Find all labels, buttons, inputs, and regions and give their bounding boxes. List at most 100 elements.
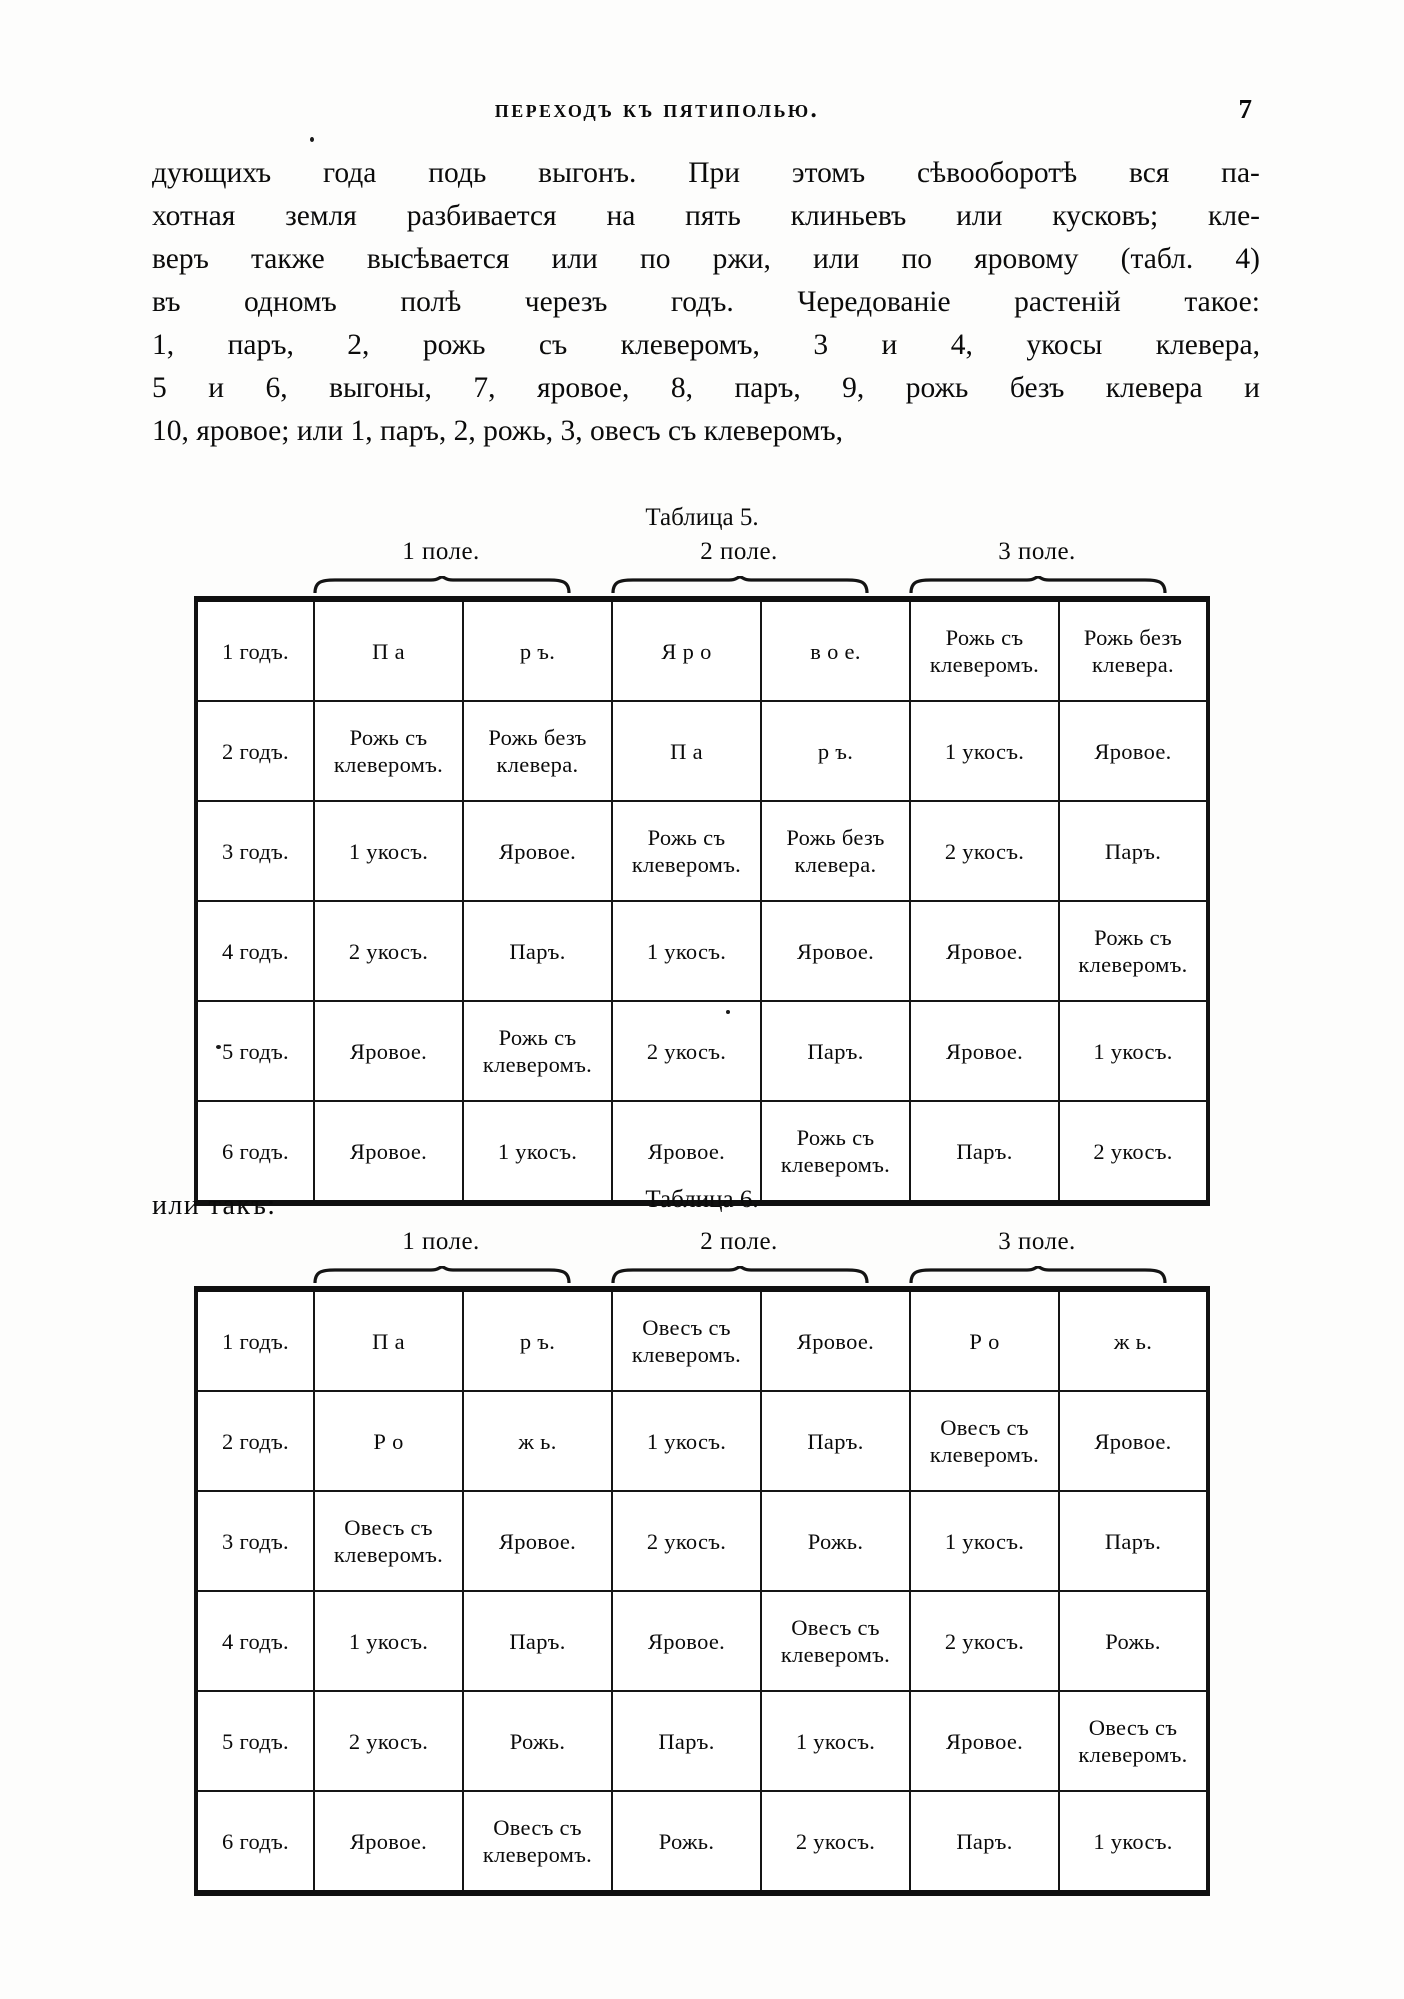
crop-cell: р ъ. [760, 700, 911, 802]
running-head-title: Переходъ къ пятиполью. [494, 96, 820, 123]
crop-cell: Яровое. [462, 800, 613, 902]
crop-cell: р ъ. [462, 1286, 613, 1392]
table-6-caption-row: или такъ: Таблица 6. [0, 1186, 1404, 1221]
crop-cell: Яровое. [1058, 700, 1210, 802]
crop-cell: П а [313, 1286, 464, 1392]
crop-cell: Овесъ съ клеверомъ. [1058, 1690, 1210, 1792]
crop-cell: Паръ. [462, 1590, 613, 1692]
body-line: 5 и 6, выгоны, 7, яровое, 8, паръ, 9, рожь безъ кле… [152, 372, 1260, 404]
crop-cell: Рожь. [611, 1790, 762, 1896]
crop-cell: Яровое. [611, 1590, 762, 1692]
crop-cell: 1 укосъ. [611, 900, 762, 1002]
scan-speck [310, 137, 314, 142]
body-line: хотная земля разбивается на пять клиньевъ или к… [152, 200, 1260, 232]
table-row: 2 годъ. Рожь съ клеверомъ. Рожь безъ кле… [194, 700, 1210, 802]
crop-cell: Рожь съ клеверомъ. [760, 1100, 911, 1206]
crop-cell: ж ь. [1058, 1286, 1210, 1392]
scan-speck [216, 1045, 221, 1049]
row-year-label: 2 годъ. [194, 1390, 315, 1492]
crop-cell: 2 укосъ. [611, 1000, 762, 1102]
crop-cell: Паръ. [1058, 1490, 1210, 1592]
table-row: 4 годъ. 2 укосъ. Паръ. 1 укосъ. Яровое. … [194, 900, 1210, 1002]
table-5-caption: Таблица 5. [645, 504, 759, 531]
crop-cell: Яровое. [462, 1490, 613, 1592]
crop-cell: Яровое. [313, 1790, 464, 1896]
body-line: дующихъ года подь выгонъ. При этомъ сѣвооборот… [152, 157, 1260, 189]
crop-cell: Р о [909, 1286, 1060, 1392]
crop-cell: Рожь безъ клевера. [760, 800, 911, 902]
crop-cell: 2 укосъ. [611, 1490, 762, 1592]
crop-cell: ж ь. [462, 1390, 613, 1492]
crop-cell: Паръ. [1058, 800, 1210, 902]
crop-cell: Рожь съ клеверомъ. [611, 800, 762, 902]
row-year-label: 2 годъ. [194, 700, 315, 802]
table-5-field-headers: 1 поле. 2 поле. 3 поле. [195, 538, 1209, 574]
crop-cell: 1 укосъ. [611, 1390, 762, 1492]
table-row: 1 годъ. П а р ъ. Овесъ съ клеверомъ. Яро… [194, 1286, 1210, 1392]
crop-cell: Яровое. [760, 900, 911, 1002]
table-row: 3 годъ. 1 укосъ. Яровое. Рожь съ клеверо… [194, 800, 1210, 902]
field-header-1: 1 поле. [402, 1228, 480, 1255]
table-6-brace-row [195, 1264, 1209, 1286]
table-5-brace-row [195, 574, 1209, 596]
crop-cell: Овесъ съ клеверомъ. [313, 1490, 464, 1592]
crop-cell: 1 укосъ. [909, 700, 1060, 802]
field-header-1: 1 поле. [402, 538, 480, 565]
field-header-3: 3 поле. [998, 538, 1076, 565]
table-row: 5 годъ. 2 укосъ. Рожь. Паръ. 1 укосъ. Яр… [194, 1690, 1210, 1792]
table-6-caption: Таблица 6. [645, 1186, 759, 1213]
crop-cell: Я р о [611, 596, 762, 702]
row-year-label: 3 годъ. [194, 1490, 315, 1592]
crop-cell: Рожь съ клеверомъ. [909, 596, 1060, 702]
crop-cell: Паръ. [760, 1390, 911, 1492]
crop-cell: 1 укосъ. [313, 1590, 464, 1692]
row-year-label: 5 годъ. [194, 1690, 315, 1792]
row-year-label: 5 годъ. [194, 1000, 315, 1102]
crop-cell: Яровое. [313, 1100, 464, 1206]
scan-speck [726, 1010, 730, 1014]
body-line: 1, паръ, 2, рожь съ клеверомъ, 3 и 4, укосы клевер… [152, 329, 1260, 361]
table-6-field-headers: 1 поле. 2 поле. 3 поле. [195, 1228, 1209, 1264]
body-line: въ одномъ полѣ черезъ годъ. Чередованіе растен… [152, 286, 1260, 318]
row-year-label: 6 годъ. [194, 1790, 315, 1896]
crop-cell: 2 укосъ. [313, 900, 464, 1002]
crop-cell: Яровое. [909, 1000, 1060, 1102]
table-5-caption-row: Таблица 5. [0, 504, 1404, 538]
crop-cell: Овесъ съ клеверомъ. [462, 1790, 613, 1896]
crop-cell: 2 укосъ. [909, 1590, 1060, 1692]
row-year-label: 4 годъ. [194, 900, 315, 1002]
crop-cell: Паръ. [909, 1100, 1060, 1206]
table-row: 6 годъ. Яровое. 1 укосъ. Яровое. Рожь съ… [194, 1100, 1210, 1206]
crop-cell: 1 укосъ. [1058, 1000, 1210, 1102]
crop-cell: Рожь съ клеверомъ. [462, 1000, 613, 1102]
field-header-2: 2 поле. [700, 538, 778, 565]
crop-cell: Паръ. [909, 1790, 1060, 1896]
body-paragraph: дующихъ года подь выгонъ. При этомъ сѣвооборот… [152, 152, 1260, 453]
field-brace [909, 1266, 1167, 1284]
crop-cell: 1 укосъ. [313, 800, 464, 902]
crop-cell: Яровое. [1058, 1390, 1210, 1492]
field-brace [313, 1266, 571, 1284]
crop-cell: Рожь съ клеверомъ. [313, 700, 464, 802]
table-6-block: или такъ: Таблица 6. 1 поле. 2 поле. 3 п… [0, 1186, 1404, 1896]
crop-cell: Овесъ съ клеверомъ. [760, 1590, 911, 1692]
crop-cell: Яровое. [909, 1690, 1060, 1792]
table-row: 4 годъ. 1 укосъ. Паръ. Яровое. Овесъ съ … [194, 1590, 1210, 1692]
crop-cell: Овесъ съ клеверомъ. [611, 1286, 762, 1392]
crop-cell: Овесъ съ клеверомъ. [909, 1390, 1060, 1492]
running-head: Переходъ къ пятиполью. 7 [152, 94, 1252, 136]
field-header-3: 3 поле. [998, 1228, 1076, 1255]
interlude-text: или такъ: [152, 1190, 277, 1221]
crop-cell: Рожь. [1058, 1590, 1210, 1692]
crop-cell: 2 укосъ. [760, 1790, 911, 1896]
crop-cell: Яровое. [760, 1286, 911, 1392]
crop-cell: П а [611, 700, 762, 802]
crop-cell: Паръ. [611, 1690, 762, 1792]
crop-cell: 2 укосъ. [909, 800, 1060, 902]
crop-cell: Паръ. [462, 900, 613, 1002]
crop-cell: в о е. [760, 596, 911, 702]
crop-cell: Рожь безъ клевера. [462, 700, 613, 802]
crop-cell: Рожь. [760, 1490, 911, 1592]
field-brace [611, 1266, 869, 1284]
row-year-label: 1 годъ. [194, 596, 315, 702]
